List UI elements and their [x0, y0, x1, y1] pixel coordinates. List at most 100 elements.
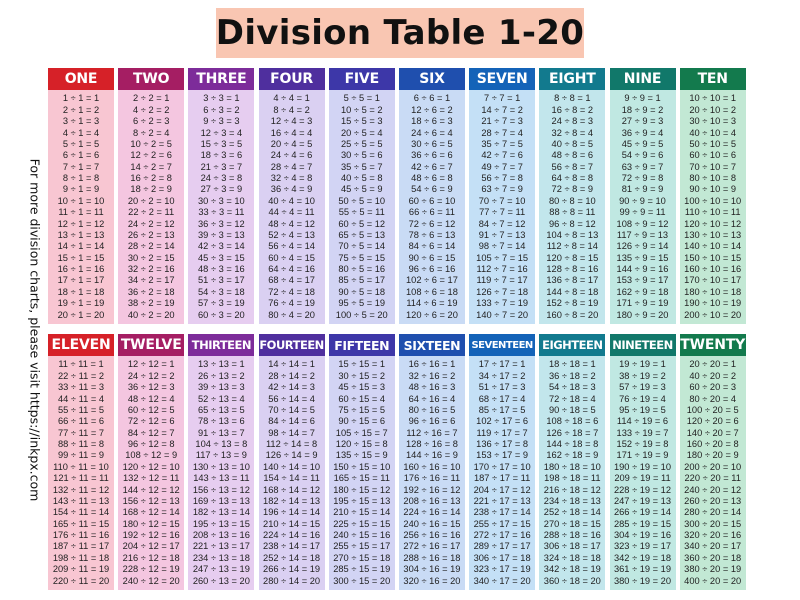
division-fact: 17 ÷ 1 = 17	[57, 275, 105, 286]
division-fact: 119 ÷ 17 = 7	[476, 427, 528, 438]
division-fact: 209 ÷ 11 = 19	[52, 564, 110, 575]
division-fact: 30 ÷ 3 = 10	[198, 195, 245, 206]
division-fact: 342 ÷ 19 = 18	[613, 552, 672, 563]
division-fact: 9 ÷ 1 = 9	[62, 184, 100, 195]
division-fact: 28 ÷ 14 = 2	[268, 370, 315, 381]
division-fact: 20 ÷ 5 = 4	[340, 127, 383, 138]
division-fact: 24 ÷ 6 = 4	[411, 127, 453, 138]
division-fact: 190 ÷ 10 = 19	[684, 298, 742, 309]
division-fact: 320 ÷ 20 = 16	[684, 530, 742, 540]
division-fact: 234 ÷ 18 = 13	[543, 495, 601, 506]
division-fact: 12 ÷ 4 = 3	[270, 116, 313, 127]
division-fact: 57 ÷ 19 = 3	[619, 382, 666, 393]
division-fact: 9 ÷ 3 = 3	[203, 116, 240, 127]
division-fact: 39 ÷ 3 = 13	[198, 229, 245, 240]
division-fact: 32 ÷ 16 = 2	[408, 370, 456, 381]
division-fact: 18 ÷ 6 = 3	[411, 116, 453, 127]
division-fact: 340 ÷ 17 = 20	[473, 575, 531, 586]
division-fact: 168 ÷ 14 = 12	[263, 484, 321, 495]
division-fact: 72 ÷ 12 = 6	[127, 416, 175, 427]
division-fact: 110 ÷ 11 = 10	[53, 461, 109, 472]
division-fact: 360 ÷ 20 = 18	[684, 552, 742, 563]
division-fact: 152 ÷ 8 = 19	[546, 298, 599, 309]
division-fact: 40 ÷ 2 = 20	[127, 309, 175, 320]
division-fact: 228 ÷ 12 = 19	[122, 564, 180, 575]
division-fact: 180 ÷ 18 = 10	[543, 461, 601, 472]
column-body: 13 ÷ 13 = 1 26 ÷ 13 = 2 39 ÷ 13 = 3 52 ÷ 13…	[188, 356, 255, 590]
division-fact: 48 ÷ 6 = 8	[411, 173, 453, 183]
division-fact: 48 ÷ 8 = 6	[551, 150, 594, 161]
column-header: EIGHT	[539, 68, 606, 90]
division-fact: 20 ÷ 20 = 1	[689, 359, 737, 370]
division-fact: 78 ÷ 6 = 13	[408, 229, 456, 240]
division-fact: 18 ÷ 9 = 2	[621, 104, 664, 115]
division-column: THIRTEEN 13 ÷ 13 = 1 26 ÷ 13 = 2 39 ÷ 13 = …	[188, 334, 255, 590]
division-fact: 90 ÷ 18 = 5	[548, 404, 596, 415]
division-fact: 176 ÷ 16 = 11	[403, 473, 461, 484]
division-fact: 40 ÷ 10 = 4	[689, 127, 737, 138]
division-fact: 168 ÷ 12 = 14	[122, 507, 180, 518]
division-fact: 133 ÷ 19 = 7	[616, 427, 669, 438]
division-fact: 324 ÷ 18 = 18	[543, 552, 601, 563]
division-fact: 40 ÷ 20 = 2	[689, 370, 737, 381]
division-fact: 25 ÷ 5 = 5	[340, 138, 383, 149]
division-fact: 88 ÷ 11 = 8	[57, 439, 105, 449]
column-body: 14 ÷ 14 = 1 28 ÷ 14 = 2 42 ÷ 14 = 3 56 ÷ 14…	[258, 356, 325, 590]
division-fact: 10 ÷ 1 = 10	[57, 195, 105, 206]
division-fact: 12 ÷ 6 = 2	[411, 104, 453, 115]
division-fact: 132 ÷ 12 = 11	[123, 473, 180, 484]
division-fact: 60 ÷ 15 = 4	[338, 393, 386, 404]
division-fact: 72 ÷ 18 = 4	[548, 393, 596, 404]
division-fact: 99 ÷ 11 = 9	[57, 450, 105, 461]
division-fact: 180 ÷ 9 = 20	[616, 309, 669, 320]
division-fact: 104 ÷ 13 = 8	[195, 439, 248, 449]
division-fact: 195 ÷ 13 = 15	[192, 518, 250, 529]
division-fact: 108 ÷ 9 = 12	[616, 218, 669, 229]
division-fact: 30 ÷ 10 = 3	[689, 116, 737, 127]
division-fact: 3 ÷ 1 = 3	[62, 116, 100, 127]
division-fact: 252 ÷ 14 = 18	[263, 552, 321, 563]
division-fact: 3 ÷ 3 = 1	[203, 93, 240, 104]
column-header: SEVEN	[469, 68, 536, 90]
division-fact: 4 ÷ 4 = 1	[273, 93, 310, 104]
division-fact: 45 ÷ 5 = 9	[340, 184, 383, 195]
division-fact: 70 ÷ 14 = 5	[268, 404, 315, 415]
division-fact: 14 ÷ 14 = 1	[268, 359, 315, 370]
division-fact: 152 ÷ 19 = 8	[616, 439, 669, 449]
division-fact: 11 ÷ 1 = 11	[58, 207, 104, 218]
division-fact: 35 ÷ 7 = 5	[481, 138, 523, 149]
column-header: THREE	[188, 68, 255, 90]
division-fact: 66 ÷ 6 = 11	[408, 207, 455, 218]
column-header: EIGHTEEN	[539, 334, 606, 356]
division-fact: 98 ÷ 7 = 14	[478, 241, 526, 252]
division-fact: 270 ÷ 15 = 18	[333, 552, 391, 563]
division-fact: 18 ÷ 2 = 9	[130, 184, 172, 195]
division-fact: 98 ÷ 14 = 7	[268, 427, 315, 438]
division-fact: 135 ÷ 9 = 15	[616, 252, 669, 263]
division-fact: 32 ÷ 4 = 8	[270, 173, 313, 183]
division-fact: 28 ÷ 4 = 7	[270, 161, 313, 172]
division-fact: 36 ÷ 3 = 12	[198, 218, 245, 229]
division-fact: 48 ÷ 4 = 12	[268, 218, 315, 229]
division-fact: 171 ÷ 9 = 19	[616, 298, 669, 309]
division-fact: 99 ÷ 9 = 11	[619, 207, 666, 218]
division-fact: 22 ÷ 2 = 11	[128, 207, 175, 218]
division-fact: 182 ÷ 13 = 14	[192, 507, 250, 518]
division-fact: 210 ÷ 14 = 15	[263, 518, 321, 529]
division-fact: 50 ÷ 5 = 10	[338, 195, 386, 206]
division-fact: 90 ÷ 5 = 18	[338, 286, 386, 297]
division-fact: 200 ÷ 20 = 10	[684, 461, 742, 472]
division-fact: 140 ÷ 10 = 14	[684, 241, 742, 252]
division-fact: 15 ÷ 3 = 5	[200, 138, 243, 149]
division-column: NINE 9 ÷ 9 = 1 18 ÷ 9 = 2 27 ÷ 9 = 3 36 ÷ 9 …	[609, 68, 676, 324]
division-fact: 216 ÷ 18 = 12	[543, 484, 601, 495]
division-fact: 400 ÷ 20 = 20	[684, 575, 742, 586]
division-fact: 225 ÷ 15 = 15	[333, 518, 391, 529]
division-column: EIGHT 8 ÷ 8 = 1 16 ÷ 8 = 2 24 ÷ 8 = 3 32 ÷ 8…	[539, 68, 606, 324]
division-fact: 81 ÷ 9 = 9	[621, 184, 664, 195]
division-fact: 143 ÷ 11 = 13	[52, 495, 110, 506]
division-fact: 36 ÷ 6 = 6	[411, 150, 453, 161]
division-fact: 361 ÷ 19 = 19	[613, 564, 672, 575]
division-fact: 12 ÷ 3 = 4	[200, 127, 243, 138]
